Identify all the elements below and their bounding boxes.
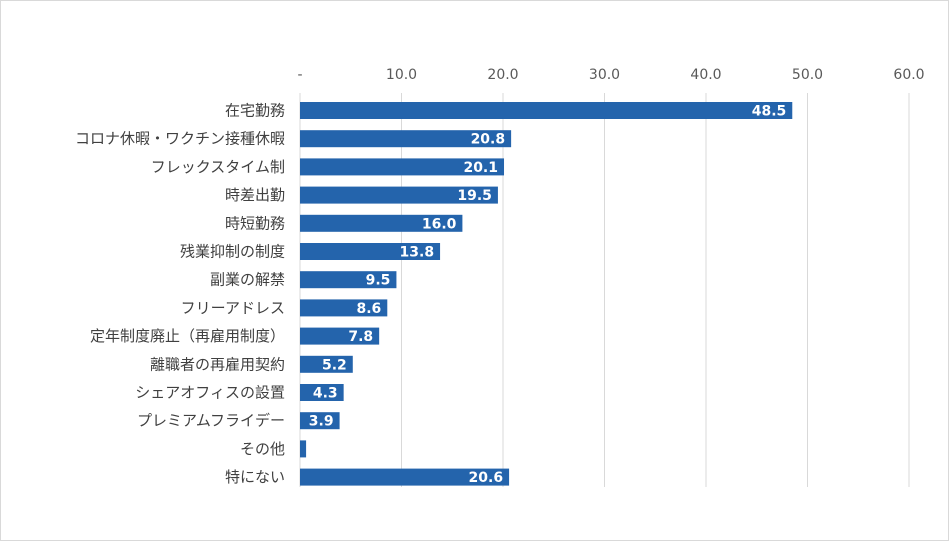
data-label: 16.0 [422,216,457,232]
bar [300,130,512,148]
category-label: シェアオフィスの設置 [135,384,285,402]
category-label: 特にない [225,468,285,486]
data-label: 9.5 [366,273,391,289]
data-label: 20.8 [471,132,506,148]
category-label: プレミアムフライデー [137,412,285,430]
category-label: 定年制度廃止（再雇用制度） [90,327,285,345]
data-label: 13.8 [400,245,435,261]
x-tick-label: 40.0 [690,67,721,83]
bar [300,214,463,232]
bar [300,355,353,373]
category-label: 残業抑制の制度 [180,243,285,261]
x-tick-label: 60.0 [893,67,924,83]
bar [300,158,505,176]
category-label: その他 [240,440,285,458]
data-label: 8.6 [356,301,381,317]
x-tick-label: 50.0 [792,67,823,83]
bar [300,468,510,486]
bar [300,440,307,458]
x-tick-label: - [297,67,302,83]
data-label: 3.9 [309,414,334,430]
bar [300,102,793,119]
bar [300,271,397,289]
category-label: 副業の解禁 [210,271,285,289]
category-label: 時差出勤 [225,186,285,204]
category-label: 時短勤務 [225,214,285,232]
bar [300,327,380,345]
data-label: 4.3 [313,386,338,402]
bar [300,243,441,260]
category-label: フリーアドレス [181,299,285,317]
bar [300,412,340,430]
bar [300,299,388,317]
x-tick-label: 20.0 [487,67,518,83]
category-label: 離職者の再雇用契約 [150,355,285,373]
data-label: 19.5 [457,188,492,204]
category-label: 在宅勤務 [225,102,285,120]
x-tick-label: 30.0 [589,67,620,83]
data-label: 20.1 [463,160,498,176]
bar [300,186,498,204]
data-label: 20.6 [469,470,504,486]
data-label: 48.5 [752,104,787,120]
x-tick-label: 10.0 [386,67,417,83]
bar [300,384,344,401]
category-label: フレックスタイム制 [151,158,285,176]
category-label: コロナ休暇・ワクチン接種休暇 [75,130,285,148]
data-label: 7.8 [348,329,373,345]
data-label: 5.2 [322,357,347,373]
